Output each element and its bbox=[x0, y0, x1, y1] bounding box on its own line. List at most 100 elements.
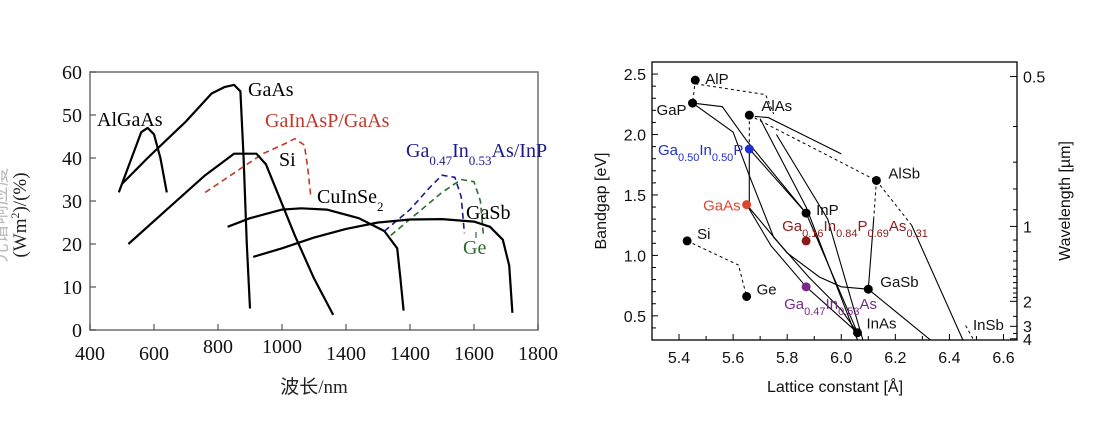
series-label: Si bbox=[279, 149, 296, 171]
alloy-line-solid bbox=[746, 204, 858, 334]
x-tick-label: 6.6 bbox=[992, 350, 1014, 367]
point-label: Ga0.50In0.50P bbox=[658, 142, 743, 164]
point-alp bbox=[690, 75, 700, 85]
point-label: InAs bbox=[866, 316, 896, 333]
alloy-line-solid bbox=[911, 224, 964, 340]
point-inp bbox=[801, 208, 811, 218]
y2-axis-label: Wavelength [µm] bbox=[1057, 141, 1074, 261]
x-axis-label: Lattice constant [Å] bbox=[767, 377, 903, 396]
y-tick-label: 0 bbox=[72, 320, 82, 342]
x-tick-label: 1000 bbox=[262, 336, 302, 358]
spectral-response-chart: 0 10 20 30 40 50 60 400 600 800 1000 1400 1400 1600 18… bbox=[0, 62, 558, 398]
y2-tick-label: 4 bbox=[1023, 332, 1032, 349]
y2-tick-label: 1 bbox=[1023, 219, 1032, 236]
y-tick-label: 1.0 bbox=[624, 248, 646, 265]
point-alas bbox=[744, 110, 754, 120]
series-line-si bbox=[127, 152, 335, 316]
y-tick-label: 2.5 bbox=[624, 67, 646, 84]
point-label: GaAs bbox=[703, 198, 741, 215]
point-label: InSb bbox=[973, 317, 1004, 334]
y-tick-label: 2.0 bbox=[624, 128, 646, 145]
alloy-line-dashed bbox=[686, 240, 748, 297]
plot-frame bbox=[651, 61, 1018, 341]
series-line-gaas bbox=[121, 83, 252, 309]
x-tick-label: 1400 bbox=[326, 343, 366, 365]
x-axis-label: 波长/nm bbox=[280, 376, 348, 398]
series-line-gasb bbox=[252, 218, 514, 313]
point-ga0-50in0-50p bbox=[744, 144, 754, 154]
series-line-algaas bbox=[117, 126, 168, 193]
alloy-line-solid bbox=[867, 288, 931, 340]
point-gap bbox=[688, 98, 698, 108]
point-ga0-47in0-53as bbox=[801, 282, 811, 292]
point-ge bbox=[742, 291, 752, 301]
series-label: Ga0.47In0.53As/InP bbox=[406, 140, 547, 168]
x-tick-label: 6.2 bbox=[884, 350, 906, 367]
y-tick-label: 0.5 bbox=[624, 309, 646, 326]
series-line-ga0-47in0-53as-inp bbox=[383, 174, 466, 234]
alloy-line-dashed bbox=[695, 83, 775, 115]
point-inas bbox=[852, 328, 862, 338]
y-axis-label: Bandgap [eV] bbox=[593, 153, 610, 250]
point-alsb bbox=[871, 175, 881, 185]
x-tick-label: 5.4 bbox=[668, 350, 690, 367]
y2-tick-label: 0.5 bbox=[1023, 70, 1045, 87]
series-label: GaAs bbox=[248, 79, 294, 101]
alloy-line-solid bbox=[754, 115, 842, 155]
series-line-cuinse- bbox=[227, 207, 405, 311]
x-tick-label: 6.4 bbox=[938, 350, 960, 367]
x-tick-label: 1800 bbox=[518, 343, 558, 365]
point-label: GaP bbox=[657, 102, 687, 119]
alloy-line-solid bbox=[748, 148, 807, 214]
series-label: AlGaAs bbox=[97, 109, 163, 131]
point-label: Ga0.16In0.84P0.69As0.31 bbox=[782, 218, 928, 240]
y-tick-label: 40 bbox=[62, 148, 82, 170]
y-axis-label-cropped: 光谱响应度 bbox=[0, 167, 11, 262]
x-tick-label: 600 bbox=[139, 343, 169, 365]
alloy-line-dashed bbox=[873, 180, 877, 220]
y-tick-label: 20 bbox=[62, 234, 82, 256]
series-label: GaSb bbox=[466, 202, 510, 224]
point-ga0-16in0-84p0-69as0-31 bbox=[801, 236, 811, 246]
y-tick-label: 1.5 bbox=[624, 188, 646, 205]
series-line-ge bbox=[390, 178, 485, 238]
point-label: GaSb bbox=[880, 274, 918, 291]
point-label: Si bbox=[697, 226, 710, 243]
point-label: AlSb bbox=[888, 165, 920, 182]
point-label: AlP bbox=[705, 71, 728, 88]
y-axis-label: (Wm2)/(%) bbox=[8, 172, 31, 257]
y-tick-label: 10 bbox=[62, 277, 82, 299]
x-tick-label: 6.0 bbox=[830, 350, 852, 367]
x-tick-label: 400 bbox=[75, 343, 105, 365]
point-label: Ge bbox=[757, 281, 777, 298]
alloy-line-solid bbox=[692, 102, 807, 214]
alloy-line-solid bbox=[759, 118, 859, 340]
alloy-lines bbox=[686, 80, 975, 340]
point-label: InP bbox=[816, 202, 839, 219]
series-label: CuInSe2 bbox=[317, 186, 384, 214]
y-tick-label: 50 bbox=[62, 105, 82, 127]
y-tick-label: 30 bbox=[62, 191, 82, 213]
alloy-line-solid bbox=[746, 204, 869, 290]
series-label: Ge bbox=[463, 237, 486, 259]
point-label: Ga0.47In0.53As bbox=[784, 296, 877, 318]
point-gaas bbox=[742, 200, 752, 210]
alloy-line-dashed bbox=[965, 325, 975, 340]
alloy-line-solid bbox=[867, 219, 875, 290]
y2-tick-label: 3 bbox=[1023, 319, 1032, 336]
point-label: AlAs bbox=[761, 98, 792, 115]
bandgap-lattice-chart: 5.4 5.6 5.8 6.0 6.2 6.4 6.6 Lattice constant [Å… bbox=[593, 61, 1074, 396]
x-tick-label: 1400 bbox=[390, 343, 430, 365]
series-label: GaInAsP/GaAs bbox=[265, 110, 390, 132]
x-tick-label: 1600 bbox=[454, 343, 494, 365]
series-line-gainasp-gaas bbox=[204, 137, 312, 197]
point-si bbox=[682, 236, 692, 246]
y2-tick-label: 2 bbox=[1023, 294, 1032, 311]
x-tick-label: 5.6 bbox=[722, 350, 744, 367]
point-gasb bbox=[863, 284, 873, 294]
x-tick-label: 5.8 bbox=[776, 350, 798, 367]
alloy-line-solid bbox=[775, 134, 864, 340]
x-tick-label: 800 bbox=[203, 336, 233, 358]
y-tick-label: 60 bbox=[62, 62, 82, 84]
